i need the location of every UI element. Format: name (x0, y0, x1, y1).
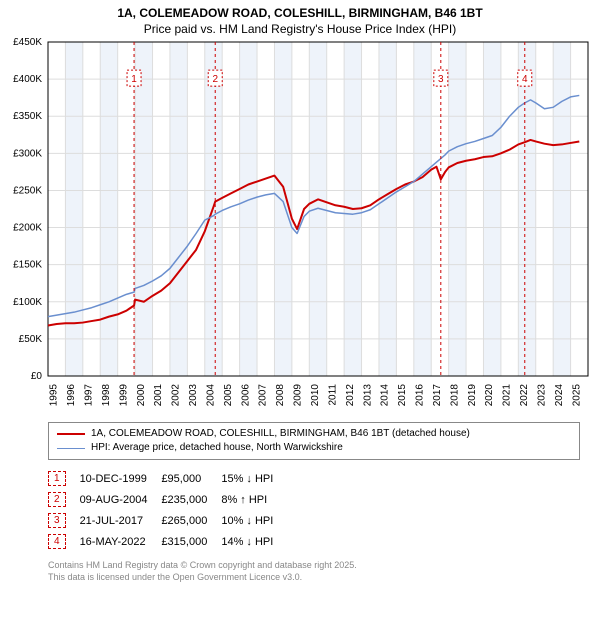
svg-text:2007: 2007 (258, 384, 269, 407)
svg-text:2005: 2005 (223, 384, 234, 407)
svg-text:2018: 2018 (449, 384, 460, 407)
svg-text:£300K: £300K (13, 148, 42, 159)
footer-line-1: Contains HM Land Registry data © Crown c… (48, 560, 580, 572)
svg-text:2023: 2023 (536, 384, 547, 407)
svg-text:2021: 2021 (502, 384, 513, 407)
table-row: 1 10-DEC-1999£95,00015% ↓ HPI (48, 468, 287, 489)
sale-delta: 15% ↓ HPI (221, 468, 287, 489)
svg-text:1998: 1998 (101, 384, 112, 407)
svg-text:1999: 1999 (118, 384, 129, 407)
sale-delta: 10% ↓ HPI (221, 510, 287, 531)
svg-text:£150K: £150K (13, 260, 42, 271)
svg-text:2010: 2010 (310, 384, 321, 407)
chart-plot: £0 £50K £100K £150K £200K £250K £300K £350K £400… (0, 36, 600, 416)
sale-delta: 8% ↑ HPI (221, 489, 287, 510)
svg-text:1: 1 (131, 74, 137, 85)
legend-item: 1A, COLEMEADOW ROAD, COLESHILL, BIRMINGH… (57, 427, 571, 441)
title-block: 1A, COLEMEADOW ROAD, COLESHILL, BIRMINGH… (0, 0, 600, 36)
svg-text:2025: 2025 (571, 384, 582, 407)
svg-text:2024: 2024 (554, 384, 565, 407)
svg-text:3: 3 (438, 74, 444, 85)
svg-text:2: 2 (212, 74, 218, 85)
svg-text:£350K: £350K (13, 111, 42, 122)
title-line-2: Price paid vs. HM Land Registry's House … (0, 22, 600, 36)
chart-container: 1A, COLEMEADOW ROAD, COLESHILL, BIRMINGH… (0, 0, 600, 583)
svg-text:2009: 2009 (293, 384, 304, 407)
table-row: 4 16-MAY-2022£315,00014% ↓ HPI (48, 531, 287, 552)
svg-text:2019: 2019 (467, 384, 478, 407)
svg-text:2012: 2012 (345, 384, 356, 407)
svg-text:2016: 2016 (415, 384, 426, 407)
table-row: 3 21-JUL-2017£265,00010% ↓ HPI (48, 510, 287, 531)
chart-svg: £0 £50K £100K £150K £200K £250K £300K £350K £400… (0, 36, 600, 416)
svg-text:2001: 2001 (153, 384, 164, 407)
legend-label: HPI: Average price, detached house, Nort… (91, 441, 343, 455)
svg-text:£200K: £200K (13, 223, 42, 234)
svg-text:1996: 1996 (66, 384, 77, 407)
svg-text:£250K: £250K (13, 185, 42, 196)
svg-text:2000: 2000 (136, 384, 147, 407)
footer-line-2: This data is licensed under the Open Gov… (48, 572, 580, 584)
svg-text:1995: 1995 (49, 384, 60, 407)
svg-text:2020: 2020 (484, 384, 495, 407)
marker-badge: 3 (48, 513, 66, 528)
svg-text:1997: 1997 (84, 384, 95, 407)
sale-date: 10-DEC-1999 (80, 468, 162, 489)
svg-text:£100K: £100K (13, 297, 42, 308)
sale-price: £265,000 (161, 510, 221, 531)
svg-text:£400K: £400K (13, 74, 42, 85)
svg-text:£450K: £450K (13, 37, 42, 48)
legend-swatch (57, 433, 85, 435)
legend-label: 1A, COLEMEADOW ROAD, COLESHILL, BIRMINGH… (91, 427, 470, 441)
svg-text:2022: 2022 (519, 384, 530, 407)
sale-price: £315,000 (161, 531, 221, 552)
legend: 1A, COLEMEADOW ROAD, COLESHILL, BIRMINGH… (48, 422, 580, 460)
sale-date: 16-MAY-2022 (80, 531, 162, 552)
table-row: 2 09-AUG-2004£235,0008% ↑ HPI (48, 489, 287, 510)
sale-delta: 14% ↓ HPI (221, 531, 287, 552)
sales-table: 1 10-DEC-1999£95,00015% ↓ HPI 2 09-AUG-2004… (48, 468, 287, 552)
footer-note: Contains HM Land Registry data © Crown c… (48, 560, 580, 583)
sale-price: £95,000 (161, 468, 221, 489)
sale-date: 09-AUG-2004 (80, 489, 162, 510)
marker-badge: 2 (48, 492, 66, 507)
svg-text:2017: 2017 (432, 384, 443, 407)
title-line-1: 1A, COLEMEADOW ROAD, COLESHILL, BIRMINGH… (0, 6, 600, 20)
svg-text:2013: 2013 (362, 384, 373, 407)
sale-date: 21-JUL-2017 (80, 510, 162, 531)
marker-badge: 4 (48, 534, 66, 549)
svg-text:2003: 2003 (188, 384, 199, 407)
svg-text:2008: 2008 (275, 384, 286, 407)
marker-badge: 1 (48, 471, 66, 486)
svg-text:4: 4 (522, 74, 528, 85)
svg-text:2002: 2002 (171, 384, 182, 407)
svg-text:£0: £0 (31, 371, 43, 382)
legend-swatch (57, 448, 85, 449)
svg-text:2004: 2004 (205, 384, 216, 407)
svg-text:2015: 2015 (397, 384, 408, 407)
svg-text:2006: 2006 (240, 384, 251, 407)
legend-item: HPI: Average price, detached house, Nort… (57, 441, 571, 455)
svg-text:2011: 2011 (327, 384, 338, 406)
sale-price: £235,000 (161, 489, 221, 510)
svg-text:£50K: £50K (19, 334, 43, 345)
svg-text:2014: 2014 (380, 384, 391, 407)
